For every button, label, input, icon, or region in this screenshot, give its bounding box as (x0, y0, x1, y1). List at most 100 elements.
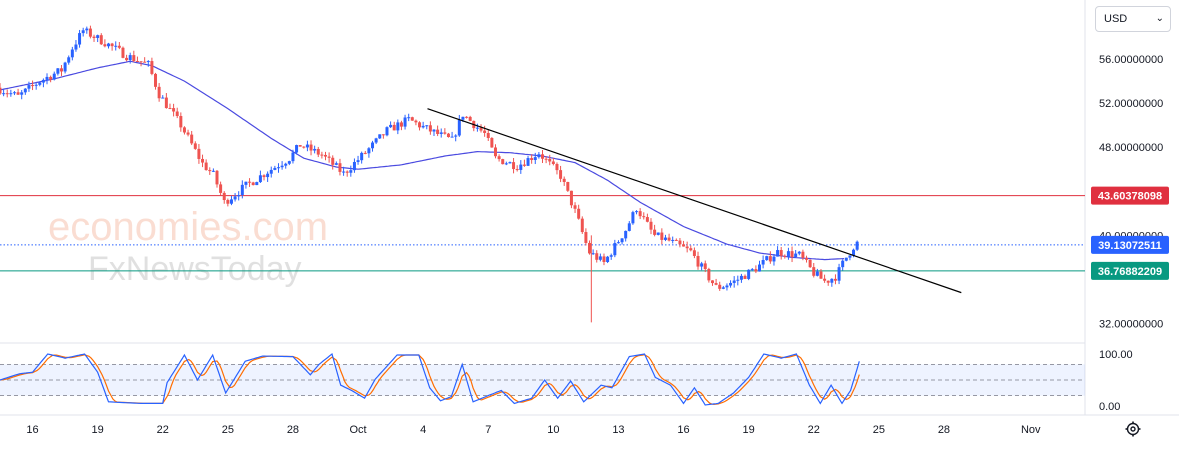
candle-body (81, 30, 85, 34)
candle (70, 46, 74, 61)
candle-body (222, 192, 226, 201)
candle (186, 129, 190, 137)
candle-body (815, 271, 819, 276)
candle-body (334, 163, 338, 165)
candle-body (624, 230, 628, 239)
candle-body (819, 271, 823, 279)
candle-body (598, 256, 602, 260)
candle-body (244, 181, 248, 185)
current-price-price-tag (1091, 235, 1169, 254)
candle-body (729, 282, 733, 286)
candle-body (794, 253, 798, 258)
candle (732, 276, 736, 288)
candle (689, 245, 693, 252)
candle (747, 269, 751, 281)
candle-body (714, 283, 718, 285)
candle-body (443, 132, 447, 134)
candle-body (660, 232, 664, 240)
candle-body (439, 132, 443, 134)
candle (486, 129, 490, 141)
candle (27, 81, 31, 92)
candle-body (653, 229, 657, 235)
candle-body (78, 33, 82, 45)
candle-body (251, 182, 255, 186)
candle-body (298, 145, 302, 147)
candle (331, 155, 335, 170)
candle-body (425, 125, 429, 127)
time-tick-label: 13 (612, 424, 624, 436)
watermark-line1: economies.com (48, 205, 328, 249)
candle-body (627, 223, 631, 231)
candle (237, 191, 241, 201)
candle (360, 151, 364, 164)
candle-body (38, 82, 42, 85)
candle (374, 137, 378, 145)
candle-body (313, 148, 317, 151)
candle (135, 56, 139, 63)
candle-body (399, 122, 403, 127)
candle (685, 241, 689, 253)
price-tick-label: 52.00000000 (1099, 98, 1163, 110)
time-tick-label: 28 (938, 424, 950, 436)
candle (334, 161, 338, 166)
candle (830, 278, 834, 287)
candle (580, 216, 584, 234)
candle-body (367, 148, 371, 154)
candle (497, 154, 501, 162)
candle-body (193, 143, 197, 149)
candle-body (721, 287, 725, 289)
candle (479, 124, 483, 133)
candle-body (280, 165, 284, 168)
candle (45, 73, 49, 85)
candle-body (638, 211, 642, 217)
candle-body (768, 256, 772, 262)
candle (624, 230, 628, 242)
candle-body (580, 218, 584, 233)
candle-body (92, 36, 96, 38)
candle-body (266, 173, 270, 178)
candle-body (110, 43, 114, 47)
candle-body (360, 152, 364, 161)
candle-body (143, 61, 147, 63)
candle (240, 180, 244, 199)
candle-body (526, 158, 530, 166)
candle (465, 116, 469, 119)
candle-body (154, 73, 158, 87)
candle-body (674, 239, 678, 241)
candle (63, 61, 67, 74)
candle-body (588, 242, 592, 254)
candle-body (161, 97, 165, 99)
resistance-price-tag-label: 43.60378098 (1098, 191, 1162, 203)
currency-select[interactable]: USD ⌄ (1095, 6, 1171, 32)
candle-body (125, 57, 129, 61)
candle (739, 273, 743, 283)
candle-body (258, 175, 262, 183)
candle (421, 121, 425, 129)
candle (110, 42, 114, 51)
candle-body (573, 205, 577, 209)
candle-body (117, 45, 121, 48)
candle (812, 262, 816, 278)
candle (251, 181, 255, 186)
time-tick-label: 22 (157, 424, 169, 436)
candle (117, 41, 121, 50)
candle (59, 65, 63, 77)
chevron-down-icon: ⌄ (1155, 13, 1164, 24)
candle-body (631, 212, 635, 224)
candle-body (732, 280, 736, 283)
candle (501, 158, 505, 165)
candle (750, 268, 754, 272)
candle-body (96, 35, 100, 38)
candle (291, 149, 295, 164)
candle (78, 29, 82, 48)
candle (204, 159, 208, 171)
candle (349, 165, 353, 177)
candle (678, 237, 682, 248)
candle (273, 165, 277, 171)
settings-gear-icon[interactable] (1124, 420, 1142, 438)
candle-body (707, 268, 711, 281)
candle (193, 141, 197, 150)
candle-body (276, 167, 280, 169)
candle-body (826, 280, 830, 283)
